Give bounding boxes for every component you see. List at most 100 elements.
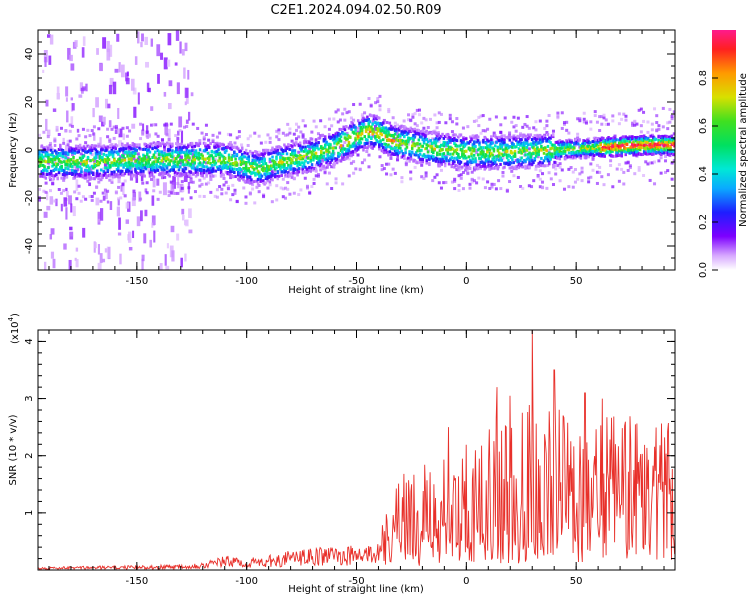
heatmap-cell [541,172,545,176]
heatmap-cell [251,154,255,158]
heatmap-cell [293,153,297,157]
heatmap-cell [432,148,435,152]
heatmap-cell [667,152,671,156]
heatmap-cell [426,125,430,129]
heatmap-cell [468,186,472,190]
heatmap-cell [106,161,110,165]
heatmap-cell [198,148,202,152]
heatmap-cell [138,143,141,147]
heatmap-cell [664,137,667,141]
heatmap-cell [55,173,58,177]
heatmap-cell [443,162,447,166]
heatmap-cell [325,148,328,152]
heatmap-cell [77,184,81,188]
heatmap-cell [303,124,307,128]
heatmap-cell [230,158,233,162]
heatmap-cell [466,160,469,164]
heatmap-cell [453,177,457,181]
heatmap-cell [213,145,216,149]
heatmap-cell [250,181,253,185]
heatmap-cell [115,162,119,166]
heatmap-cell [292,141,295,145]
heatmap-cell [139,158,142,162]
heatmap-cell [180,257,183,268]
heatmap-cell [671,141,675,145]
heatmap-cell [352,144,356,148]
heatmap-cell [517,140,521,144]
heatmap-cell [131,154,135,158]
heatmap-cell [69,146,73,150]
heatmap-cell [444,121,448,125]
heatmap-cell [218,185,222,189]
heatmap-cell [567,185,571,189]
heatmap-cell [359,137,363,141]
heatmap-cell [182,143,186,147]
heatmap-cell [511,145,514,149]
heatmap-cell [149,239,153,248]
heatmap-cell [513,137,517,141]
heatmap-cell [420,158,423,162]
heatmap-cell [559,143,563,147]
heatmap-cell [401,152,405,156]
heatmap-cell [457,188,461,192]
heatmap-cell [372,117,376,121]
heatmap-cell [670,151,674,155]
heatmap-cell [389,153,393,157]
heatmap-cell [567,155,571,159]
heatmap-cell [138,146,141,150]
heatmap-cell [188,163,191,167]
heatmap-cell [150,177,154,181]
heatmap-cell [190,149,194,153]
heatmap-cell [563,151,567,155]
heatmap-cell [82,163,86,167]
snr-xtick-label: -50 [348,576,364,587]
heatmap-cell [98,172,102,176]
heatmap-cell [114,126,118,130]
heatmap-cell [345,151,348,155]
heatmap-cell [579,156,583,160]
heatmap-cell [231,175,235,179]
heatmap-cell [194,170,198,174]
heatmap-cell [487,159,490,163]
heatmap-cell [546,159,550,163]
heatmap-cell [603,154,606,158]
heatmap-cell [437,164,440,168]
heatmap-cell [297,125,301,129]
heatmap-cell [354,125,357,129]
heatmap-cell [407,142,411,146]
heatmap-cell [482,153,485,157]
heatmap-cell [411,113,415,117]
heatmap-cell [231,193,235,197]
heatmap-cell [63,160,66,164]
heatmap-cell [167,162,170,166]
heatmap-cell [524,138,527,142]
heatmap-cell [154,132,158,136]
heatmap-cell [437,160,440,164]
heatmap-cell [501,141,505,145]
heatmap-cell [42,189,46,193]
heatmap-cell [378,124,381,128]
heatmap-cell [612,138,616,142]
heatmap-cell [168,142,171,146]
heatmap-cell [580,142,584,146]
heatmap-cell [308,145,311,149]
heatmap-cell [159,172,162,176]
heatmap-cell [501,148,505,152]
heatmap-cell [536,175,540,179]
heatmap-cell [615,153,618,157]
heatmap-cell [53,174,57,178]
heatmap-cell [504,162,508,166]
heatmap-cell [558,157,562,161]
heatmap-cell [346,152,349,156]
heatmap-cell [343,128,347,132]
heatmap-cell [248,181,252,185]
heatmap-cell [505,149,509,153]
heatmap-cell [204,123,208,127]
heatmap-cell [459,133,463,137]
heatmap-cell [612,147,616,151]
heatmap-cell [653,148,656,152]
heatmap-cell [515,138,518,142]
heatmap-cell [438,152,442,156]
heatmap-cell [50,251,55,259]
heatmap-cell [644,152,647,156]
